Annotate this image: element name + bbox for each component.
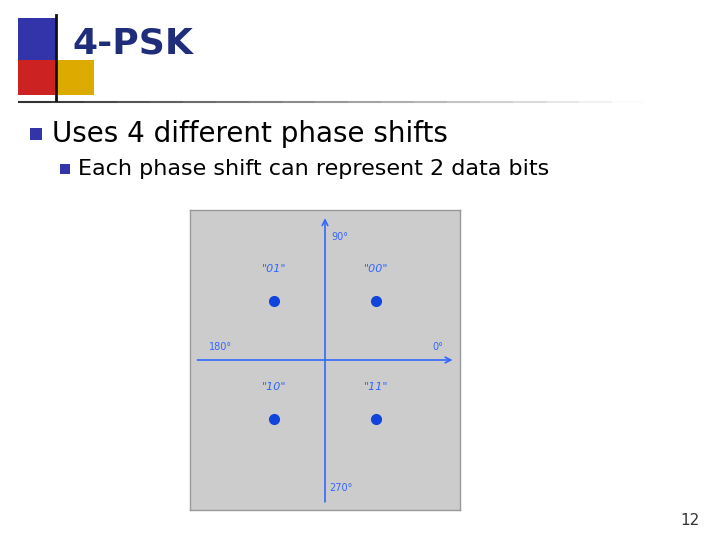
Text: "10": "10" [261, 382, 286, 392]
Text: 270°: 270° [330, 483, 353, 493]
Bar [18, 60, 56, 95]
Text: 90°: 90° [331, 232, 348, 242]
Text: 180°: 180° [209, 342, 232, 353]
Text: Each phase shift can represent 2 data bits: Each phase shift can represent 2 data bi… [78, 159, 549, 179]
Bar [18, 18, 56, 60]
Text: 4-PSK: 4-PSK [72, 26, 193, 60]
Text: 0°: 0° [432, 342, 443, 353]
Text: "00": "00" [364, 264, 389, 274]
Text: Uses 4 different phase shifts: Uses 4 different phase shifts [52, 120, 448, 148]
Text: "11": "11" [364, 382, 389, 392]
Bar [60, 164, 70, 174]
Bar [56, 60, 94, 95]
Bar [30, 128, 42, 140]
Text: 12: 12 [680, 513, 700, 528]
Text: "01": "01" [261, 264, 286, 274]
